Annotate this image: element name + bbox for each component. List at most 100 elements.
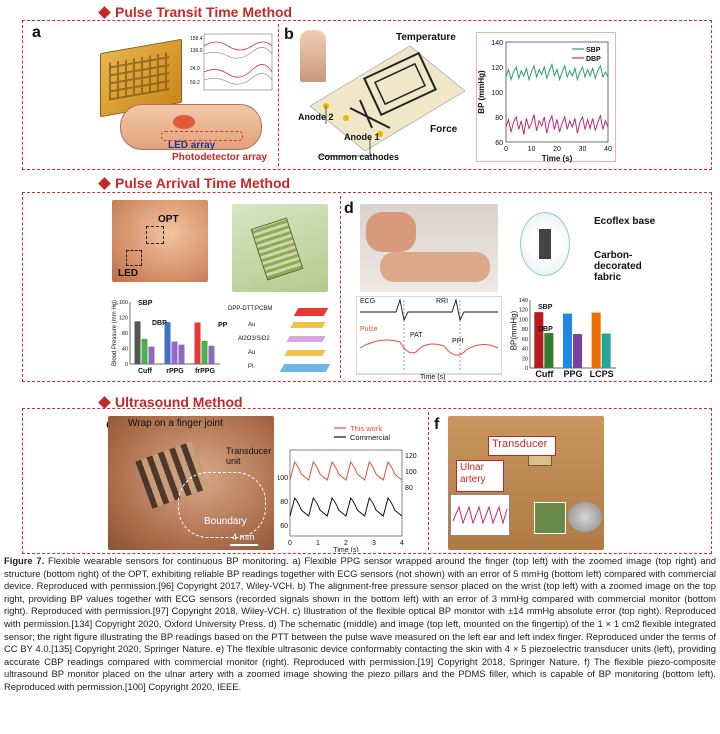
panel-d-ppi-label: PPI (452, 338, 464, 345)
chart-e-ytick-left: 80 (280, 499, 288, 506)
panel-c-finger-photo (112, 200, 208, 282)
chart-b-ytick: 100 (491, 90, 503, 97)
chart-e-frame (289, 449, 403, 537)
layer-oxide (286, 336, 326, 342)
c-bp-bars-ytick: 120 (119, 316, 128, 322)
panel-c-pp-label: PP (218, 322, 228, 329)
c-bp-bars-xtick: frPPG (195, 368, 215, 375)
chart-b-series-sbp (505, 62, 609, 82)
panel-b-chart-frame (476, 32, 616, 162)
f-inset-pillars (568, 502, 602, 532)
d-bp-bars-ytick: 120 (519, 308, 528, 314)
panel-c-zoom-photo (232, 204, 328, 292)
ptt-section (22, 20, 712, 170)
carbon-fabric (539, 229, 551, 259)
c-bp-bars-ytick: 0 (125, 362, 128, 368)
us-section (22, 408, 712, 554)
panel-c-ylabel: Blood Pressure (mm Hg) (112, 299, 119, 367)
chart-e-ytick-right: 80 (405, 485, 413, 492)
chart-b-ytick: 60 (495, 140, 503, 147)
chart-b-ytick: 120 (491, 65, 503, 72)
pat-title-text: Pulse Arrival Time Method (115, 175, 291, 191)
panel-d-pat-label: PAT (410, 332, 423, 339)
mini-y-5: 24.0 (190, 66, 200, 72)
panel-d-dbp-label: DBP (538, 326, 553, 333)
chart-b-xtick: 30 (579, 146, 587, 153)
led-array-spot (173, 115, 195, 129)
panel-e-finger-photo (108, 416, 274, 550)
c-bp-bars-ytick: 80 (122, 331, 128, 337)
pat-section-title: Pulse Arrival Time Method (98, 175, 291, 191)
chart-b-xtick: 40 (604, 146, 612, 153)
chart-e-xtick: 4 (400, 540, 404, 547)
panel-a-label: a (32, 24, 41, 41)
chart-e-legend-label: This work (350, 424, 382, 433)
d-bp-bars-xtick: LCPS (590, 369, 614, 379)
panel-d-bar-chart: 0 20 40 60 80 100 120 140 Cuff PPG LCPS (519, 298, 616, 379)
panel-d-ecg-chart (356, 296, 502, 375)
chart-b-xtick: 10 (528, 146, 536, 153)
d-bp-bars-ytick: 60 (522, 337, 528, 343)
us-section-title: Ultrasound Method (98, 394, 243, 410)
pat-section (22, 192, 712, 382)
chart-e-xlabel: Time (s) (333, 547, 358, 552)
d-bp-bars-ytick: 80 (522, 327, 528, 333)
panel-a-finger-illustration (120, 104, 262, 150)
layer-au1 (290, 322, 326, 328)
d-bp-bars-ytick: 140 (519, 298, 528, 304)
panel-a-led-label: LED array (168, 140, 216, 151)
panel-d-carbon-label: Carbon-decorated fabric (594, 250, 642, 283)
c-bp-bars-bar (194, 322, 201, 364)
panel-a-pd-label: Photodetector array (172, 152, 268, 163)
panel-c-bar-chart: 0 40 80 120 160 Cuff rPPG frPPG (119, 300, 220, 375)
caption-lead: Figure 7. (4, 555, 45, 566)
panel-a-mini-chart (203, 33, 273, 91)
chart-e-xtick: 2 (344, 540, 348, 547)
chart-e-ytick-right: 120 (405, 453, 417, 460)
opt-device (250, 217, 304, 281)
panel-f-label: f (434, 416, 440, 433)
panel-d-time-label: Time (s) (420, 374, 446, 381)
panel-f-artery-box (456, 460, 504, 492)
c-bp-bars-bar (201, 340, 208, 364)
c-bp-bars-xtick: Cuff (138, 368, 153, 375)
f-inset-chart (450, 494, 510, 536)
caption-text: Flexible wearable sensors for continuous… (4, 555, 716, 692)
figure-caption: Figure 7. Flexible wearable sensors for … (4, 555, 716, 694)
ptt-divider (278, 24, 279, 166)
panel-c-layer-stack: DPP-DTT:PCBM Au Al2O3/SiO2 Au PI (226, 300, 338, 380)
panel-b-finger-photo (300, 30, 326, 82)
hand-shape (366, 212, 416, 252)
chart-b-legend-label: DBP (586, 56, 601, 63)
ptt-title-text: Pulse Transit Time Method (115, 4, 293, 20)
d-bp-bars-xtick: Cuff (535, 369, 554, 379)
d-bp-bars-bar (534, 312, 544, 368)
panel-c-opt-label: OPT (158, 214, 179, 225)
chart-e-xtick: 1 (316, 540, 320, 547)
boundary-outline (178, 472, 266, 538)
panel-c-dbp-label: DBP (152, 320, 167, 327)
c-bp-bars-bar (208, 345, 215, 364)
panel-c-sbp-label: SBP (138, 300, 153, 307)
chart-b-ytick: 80 (495, 115, 503, 122)
detector-strip (161, 131, 243, 141)
layer-label-2: Au (248, 322, 256, 328)
chart-b-xtick: 20 (553, 146, 561, 153)
layer-red (293, 308, 329, 316)
chart-b-xtick: 0 (504, 146, 508, 153)
chart-e-series-1 (289, 496, 403, 517)
layer-label-5: PI (248, 364, 254, 370)
c-bp-bars-bar (164, 322, 171, 364)
f-inset-zoom (534, 502, 566, 534)
diamond-icon (98, 5, 111, 19)
chart-e-ytick-left: 60 (280, 523, 288, 530)
arm-shape (380, 252, 490, 282)
d-bp-bars-ytick: 0 (525, 366, 528, 372)
layer-label-4: Au (248, 350, 256, 356)
ptt-section-title: Pulse Transit Time Method (98, 4, 293, 20)
c-bp-bars-ytick: 160 (119, 300, 128, 306)
panel-e-waveform-chart: 0 1 2 3 4 Time (s) 60 80 100 80 100 120 This workCom… (278, 424, 417, 552)
c-bp-bars-bar (141, 338, 148, 364)
panel-e-scale-bar (230, 544, 258, 546)
chart-e-xtick: 0 (288, 540, 292, 547)
